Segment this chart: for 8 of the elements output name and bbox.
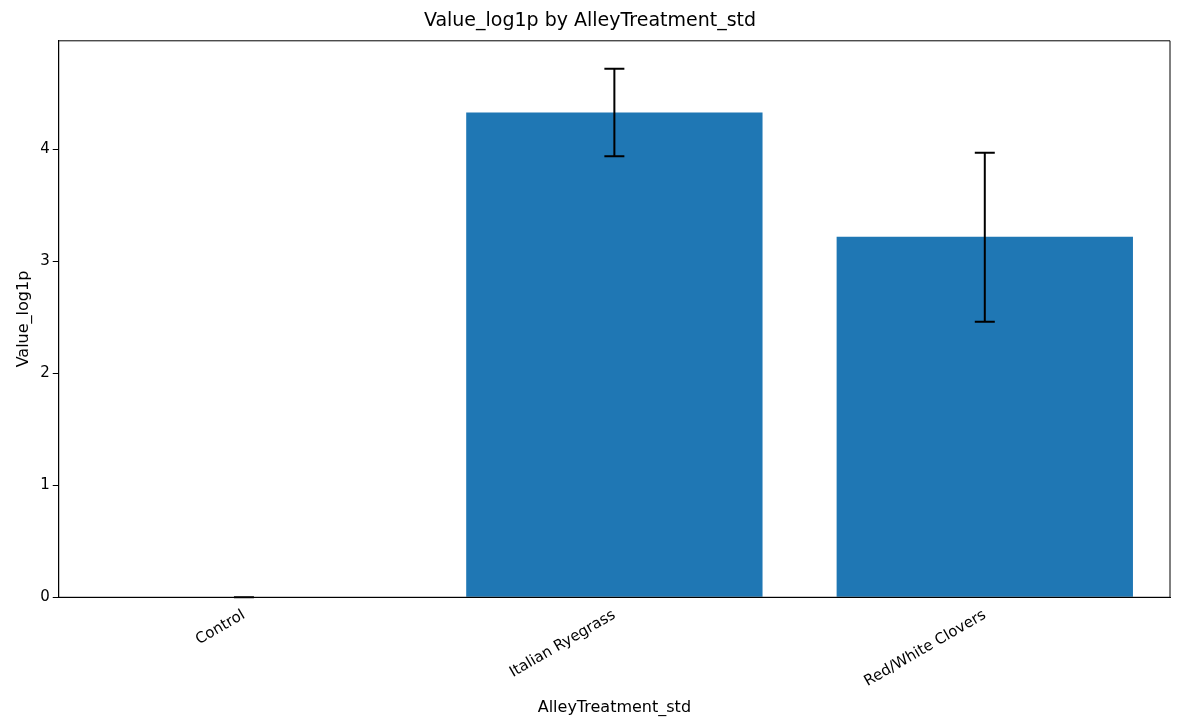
y-tick-label: 1 xyxy=(40,475,50,494)
x-axis-title: AlleyTreatment_std xyxy=(537,696,692,717)
y-tick-label: 3 xyxy=(40,251,50,270)
y-tick-label: 4 xyxy=(40,139,50,158)
y-tick-label: 0 xyxy=(40,587,50,606)
y-tick-label: 2 xyxy=(40,363,50,382)
y-axis-title: Value_log1p xyxy=(12,270,33,368)
chart-title: Value_log1p by AlleyTreatment_std xyxy=(423,8,757,32)
